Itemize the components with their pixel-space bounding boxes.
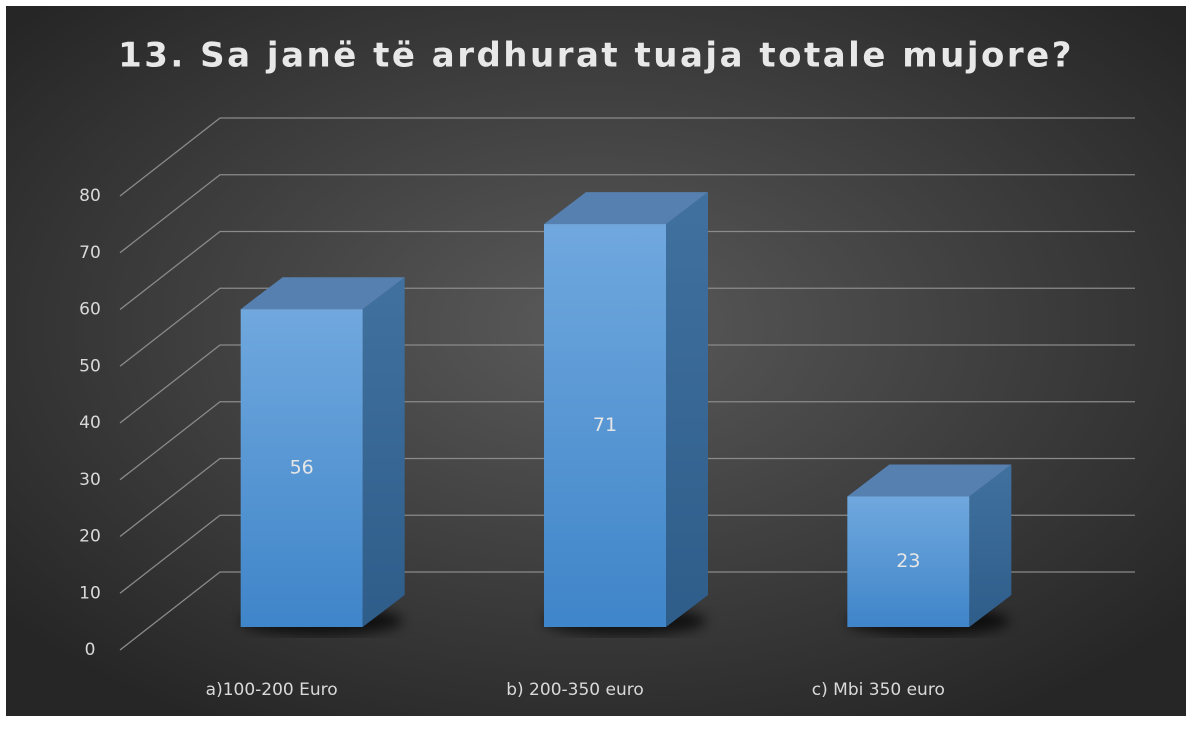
bar-side (666, 192, 708, 627)
bar-side (362, 277, 405, 627)
y-tick-label: 30 (79, 470, 101, 490)
y-tick-label: 70 (79, 243, 101, 263)
bar-top (240, 277, 405, 310)
y-tick-label: 60 (79, 300, 101, 320)
y-tick-label: 40 (79, 413, 101, 433)
x-tick-label: b) 200-350 euro (506, 680, 644, 700)
bar-top (847, 464, 1012, 497)
grid-line (119, 401, 1135, 481)
grid-line (119, 230, 1135, 311)
bar-top (544, 192, 708, 225)
grid-line (119, 514, 1135, 594)
grid-line (119, 117, 1135, 197)
plot: 0 10 20 30 40 50 60 70 80 a)100-200 Euro 56 b) 200-… (79, 117, 1135, 700)
grid-line (119, 344, 1135, 424)
bar (544, 224, 666, 627)
data-label: 56 (290, 457, 314, 479)
y-tick-label: 10 (79, 583, 101, 603)
grid-line (119, 571, 1135, 651)
x-tick-label: a)100-200 Euro (206, 680, 338, 700)
bar (847, 496, 970, 627)
y-tick-label: 0 (85, 640, 96, 660)
y-tick-label: 20 (79, 527, 101, 547)
y-tick-label: 80 (79, 186, 101, 206)
grid-line (119, 174, 1135, 254)
grid-line (119, 457, 1135, 538)
grid-line (119, 287, 1135, 367)
data-label: 71 (593, 414, 617, 436)
chart-title: 13. Sa janë të ardhurat tuaja totale muj… (118, 36, 1074, 76)
bar (240, 309, 363, 627)
x-tick-label: c) Mbi 350 euro (812, 680, 945, 700)
bar-side (969, 464, 1012, 627)
y-tick-label: 50 (79, 356, 101, 376)
data-label: 23 (896, 550, 920, 572)
